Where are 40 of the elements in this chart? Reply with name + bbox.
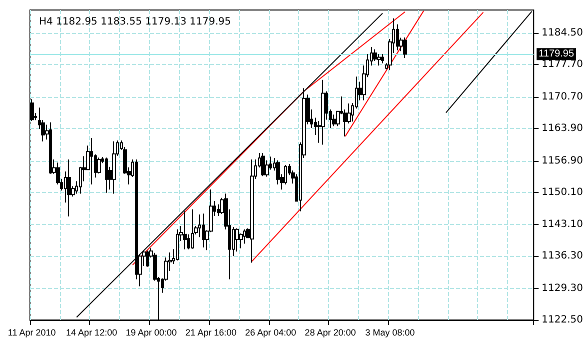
- text: H4 1182.95 1183.55 1179.13 1179.95: [39, 16, 232, 28]
- x-tick-label: 26 Apr 04:00: [245, 328, 296, 338]
- y-tick-label: 1170.70: [542, 91, 584, 102]
- x-tick-label: 11 Apr 2010: [8, 328, 56, 338]
- candlestick: [90, 138, 93, 185]
- x-tick-label: 3 May 08:00: [365, 328, 415, 338]
- y-tick-label: 1184.50: [542, 28, 584, 39]
- candlestick: [403, 37, 407, 58]
- y-tick-label: 1177.70: [542, 59, 584, 70]
- candlestick: [381, 53, 384, 64]
- candlestick: [183, 210, 187, 250]
- candlestick: [49, 122, 52, 174]
- y-tick-label: 1163.90: [542, 122, 584, 134]
- y-tick-label: 1136.30: [542, 250, 584, 262]
- candlestick: [261, 152, 265, 177]
- y-tick-label: 1156.90: [542, 155, 584, 166]
- candlestick: [250, 158, 254, 264]
- y-tick-label: 1143.10: [542, 219, 584, 230]
- candlestick: [112, 140, 116, 194]
- candlestick: [373, 48, 377, 62]
- candlestick: [176, 228, 179, 261]
- candlestick: [191, 208, 194, 250]
- candlestick: [67, 158, 71, 217]
- y-tick-label: 1122.50: [542, 314, 584, 326]
- candlestick: [97, 157, 101, 174]
- candlestick: [243, 228, 246, 244]
- candlestick: [321, 79, 325, 146]
- candlestick: [202, 213, 205, 248]
- x-tick-label: 28 Apr 20:00: [304, 328, 356, 338]
- candlestick: [105, 157, 108, 194]
- x-tick-label: 21 Apr 16:00: [185, 328, 236, 338]
- candlestick: [377, 53, 381, 66]
- ref-line-label: 1179.95: [538, 48, 574, 60]
- candlestick: [235, 228, 239, 252]
- candlestick: [239, 232, 243, 249]
- y-tick-label: 1150.10: [542, 186, 584, 198]
- candlestick: [146, 250, 149, 268]
- x-tick-label: 19 Apr 00:00: [126, 328, 177, 338]
- x-tick-label: 14 Apr 12:00: [66, 328, 118, 338]
- y-tick-label: 1129.30: [542, 283, 584, 294]
